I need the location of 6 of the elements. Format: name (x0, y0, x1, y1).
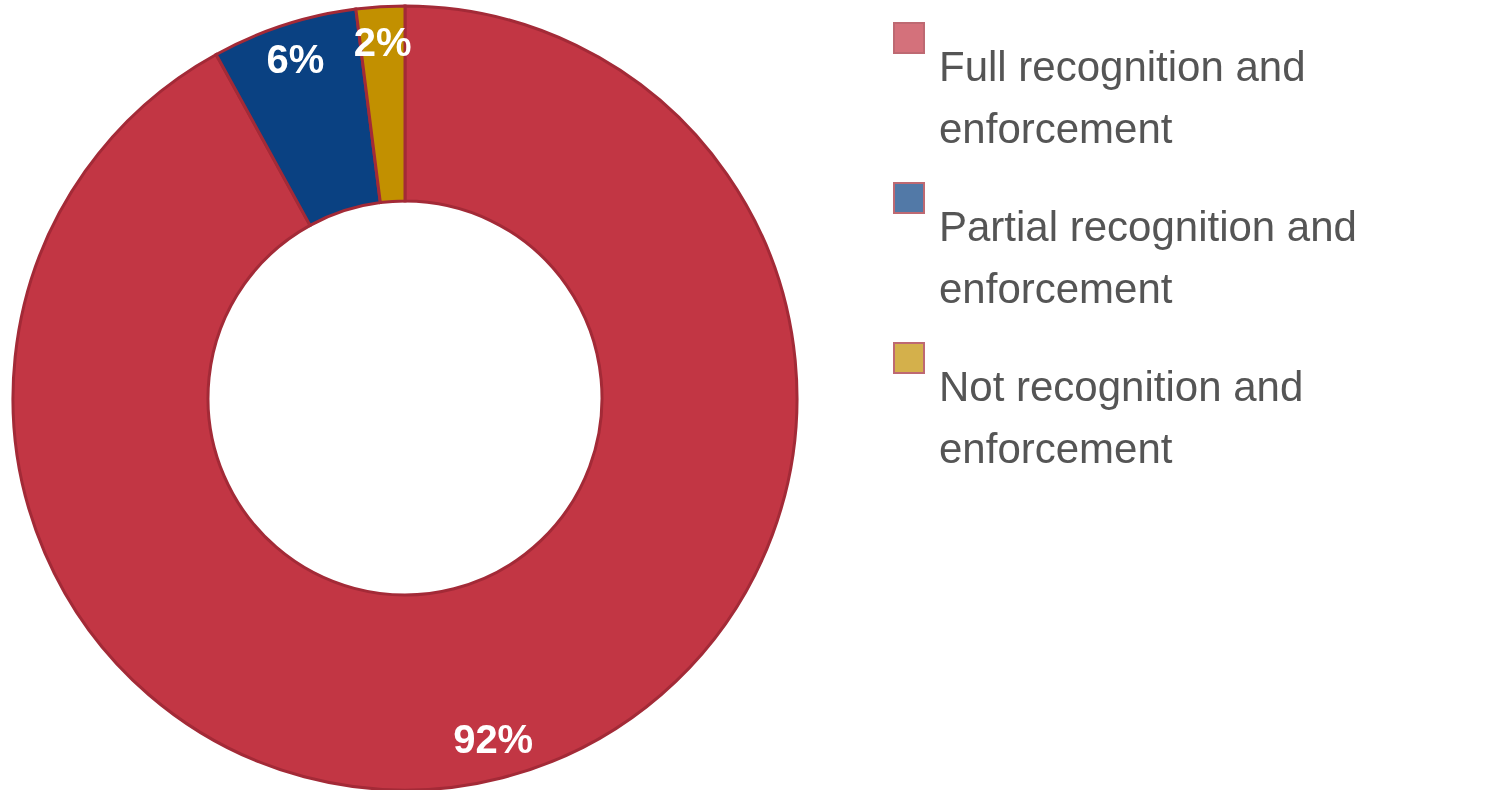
legend-label: Full recognition and enforcement (939, 43, 1306, 152)
donut-slice (11, 4, 799, 790)
legend-label: Not recognition and enforcement (939, 363, 1304, 472)
legend-label: Partial recognition and enforcement (939, 203, 1357, 312)
data-label: 6% (266, 36, 325, 81)
data-label: 92% (453, 717, 534, 762)
